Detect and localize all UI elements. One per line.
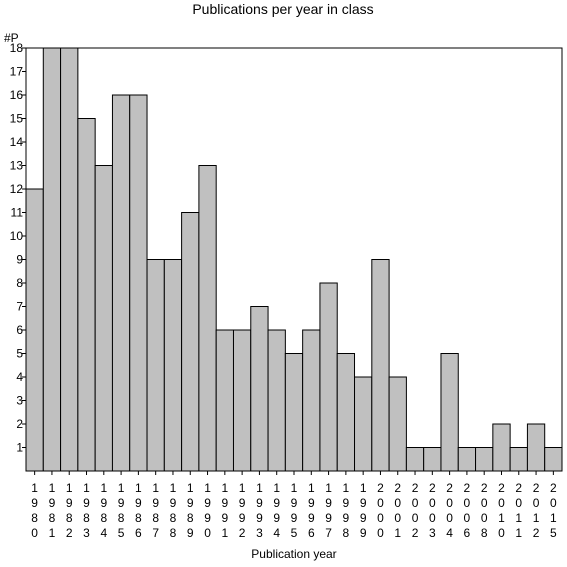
y-tick-label: 11 — [11, 206, 24, 220]
bar-2000 — [371, 259, 390, 472]
y-tick-label: 1 — [16, 441, 23, 455]
y-tick-label: 17 — [10, 65, 24, 79]
bar-2003 — [423, 447, 442, 472]
bar-2004 — [440, 353, 459, 472]
bar-2015 — [544, 447, 563, 472]
bar-1986 — [129, 94, 148, 472]
y-tick-label: 13 — [10, 159, 24, 173]
bar-1981 — [42, 47, 62, 472]
bar-2002 — [405, 447, 425, 472]
bar-1984 — [94, 165, 113, 472]
bar-1987 — [146, 259, 165, 472]
bar-1990 — [198, 165, 217, 472]
y-tick-label: 14 — [10, 135, 24, 149]
y-tick-label: 7 — [16, 300, 23, 314]
y-tick-label: 12 — [10, 182, 24, 196]
y-tick-label: 2 — [16, 417, 23, 431]
y-axis-label: #P — [4, 31, 19, 45]
y-tick-label: 9 — [16, 253, 23, 267]
bar-1991 — [215, 329, 234, 472]
bar-1992 — [232, 329, 252, 472]
bar-1996 — [302, 329, 321, 472]
bar-1983 — [77, 118, 96, 472]
bar-1999 — [354, 376, 373, 472]
bars-group — [25, 47, 563, 472]
y-tick-label: 16 — [10, 88, 24, 102]
y-tick-label: 3 — [16, 394, 23, 408]
y-tick-label: 8 — [16, 276, 23, 290]
y-tick-label: 4 — [16, 370, 23, 384]
bar-1993 — [250, 306, 269, 472]
y-tick-label: 18 — [10, 41, 24, 55]
bar-1995 — [284, 353, 304, 472]
y-tick-label: 5 — [16, 347, 23, 361]
bar-1982 — [60, 47, 79, 472]
y-tick-label: 6 — [16, 323, 23, 337]
bar-1988 — [163, 259, 183, 472]
bar-2001 — [388, 376, 407, 472]
bar-1980 — [25, 188, 44, 472]
y-tick-label: 10 — [10, 229, 24, 243]
bar-2010 — [492, 423, 511, 472]
bar-2012 — [526, 423, 546, 472]
x-axis-label: Publication year — [251, 547, 336, 561]
bar-1998 — [336, 353, 356, 472]
bar-1997 — [319, 282, 338, 472]
bar-2011 — [509, 447, 528, 472]
bar-1989 — [181, 212, 200, 472]
bar-2008 — [475, 447, 494, 472]
x-axis-ticks: 1 9 8 0 1 9 8 1 1 9 8 2 1 9 8 3 1 9 8 4 1 9 8 5 1 9 8 6 1 9 8 7 1 9 8 8 1 9 8 9… — [31, 471, 557, 540]
y-tick-label: 15 — [10, 112, 24, 126]
bar-1994 — [267, 329, 286, 472]
chart-title: Publications per year in class — [192, 1, 373, 17]
bar-1985 — [111, 94, 131, 472]
bar-2006 — [457, 447, 477, 472]
